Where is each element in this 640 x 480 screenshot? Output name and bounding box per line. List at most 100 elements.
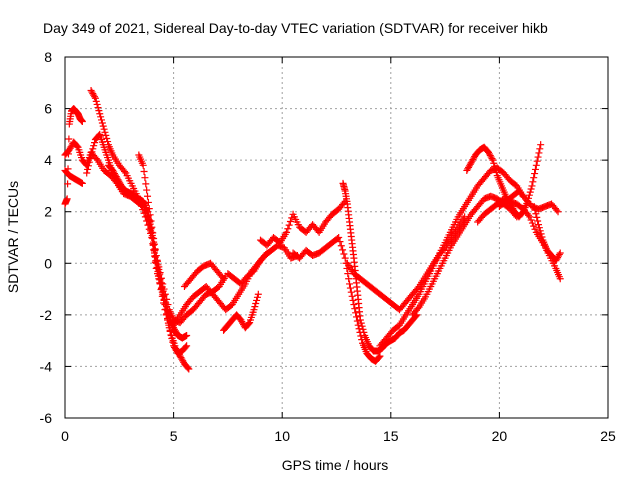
data-point [532, 161, 540, 169]
data-point [146, 211, 154, 219]
data-point [218, 273, 226, 281]
data-point [89, 145, 97, 153]
data-point [531, 206, 539, 214]
data-point [530, 174, 538, 182]
data-point [535, 149, 543, 157]
data-point [163, 303, 171, 311]
data-point [86, 155, 94, 163]
series-sat-r [463, 141, 545, 221]
data-point [253, 293, 261, 301]
y-tick-label: 8 [44, 49, 52, 65]
data-point [554, 208, 562, 216]
data-point [536, 227, 544, 235]
x-axis-label: GPS time / hours [282, 457, 389, 473]
data-point [339, 246, 347, 254]
data-point [140, 209, 148, 217]
y-tick-label: 0 [44, 255, 52, 271]
data-point [534, 217, 542, 225]
data-point [353, 317, 361, 325]
data-point [556, 275, 564, 283]
data-point [157, 279, 165, 287]
data-point [152, 252, 160, 260]
data-point [376, 352, 384, 360]
data-point [335, 234, 343, 241]
data-point [375, 353, 383, 361]
data-point [150, 235, 158, 243]
data-point [148, 223, 156, 231]
data-point [151, 246, 159, 254]
data-point [531, 165, 539, 173]
data-point [95, 107, 103, 115]
data-point [164, 306, 172, 314]
data-point [251, 303, 259, 311]
data-point [167, 331, 175, 339]
data-point [283, 228, 291, 236]
data-point [488, 155, 496, 163]
data-point [253, 296, 261, 304]
data-point [93, 100, 101, 108]
data-point [530, 203, 538, 211]
data-point [535, 224, 543, 232]
data-point [527, 216, 535, 224]
data-point [142, 180, 150, 188]
series-sat-j [220, 290, 262, 334]
data-point [531, 225, 539, 233]
data-point [183, 331, 191, 339]
data-point [84, 162, 92, 170]
series-sat-i [180, 259, 228, 290]
data-point [285, 221, 293, 229]
data-point [286, 218, 294, 226]
series-sat-p [376, 164, 527, 350]
data-point [532, 210, 540, 218]
data-point [340, 250, 348, 258]
data-point [90, 142, 98, 150]
data-point [533, 157, 541, 165]
series-sat-g [135, 151, 191, 342]
data-point [525, 211, 533, 219]
data-point [91, 93, 99, 101]
data-point [150, 240, 158, 248]
data-point [94, 104, 102, 112]
data-point [533, 213, 541, 221]
data-point [144, 192, 152, 200]
data-point [254, 290, 262, 298]
series-sat-m [289, 234, 384, 365]
data-point [555, 251, 563, 259]
data-point [262, 251, 270, 259]
data-point [245, 320, 253, 328]
data-point [341, 254, 349, 262]
data-point [92, 97, 100, 105]
data-point [121, 167, 129, 175]
data-point [155, 265, 163, 273]
x-tick-label: 20 [492, 428, 508, 444]
data-point [150, 247, 158, 255]
data-point [98, 119, 106, 127]
y-tick-label: -2 [40, 307, 53, 323]
data-point [340, 199, 348, 207]
data-point [91, 94, 99, 102]
data-point [157, 275, 165, 283]
series-sat-u [530, 203, 564, 265]
series-sat-b [61, 105, 86, 208]
data-point [162, 299, 170, 307]
data-point [491, 162, 499, 170]
data-point [529, 178, 537, 186]
data-point [104, 138, 112, 146]
data-point [530, 222, 538, 230]
data-point [102, 131, 110, 139]
series-sat-k [224, 249, 271, 288]
data-point [525, 191, 533, 199]
data-point [263, 249, 271, 257]
data-point [344, 270, 352, 278]
data-point [169, 338, 177, 346]
y-tick-label: 2 [44, 204, 52, 220]
data-point [161, 295, 169, 303]
data-point [97, 113, 105, 121]
data-point [534, 153, 542, 161]
data-point [346, 280, 354, 288]
series-sat-c [61, 166, 86, 187]
data-point [164, 310, 172, 318]
x-tick-label: 5 [170, 428, 178, 444]
x-tick-label: 25 [600, 428, 616, 444]
data-point [537, 230, 545, 238]
